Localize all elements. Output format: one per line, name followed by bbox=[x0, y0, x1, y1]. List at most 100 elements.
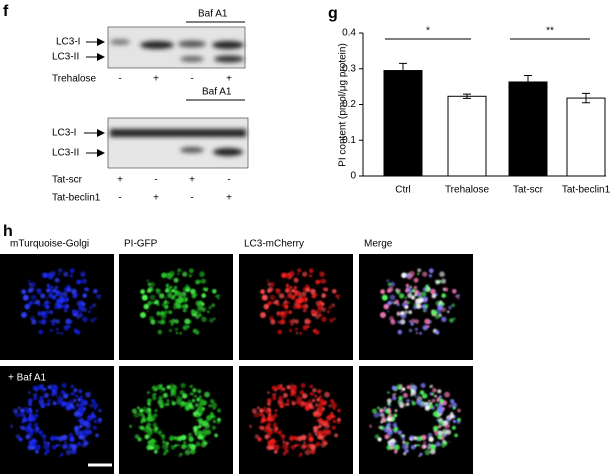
fluorescence-dot bbox=[308, 432, 311, 435]
fluorescence-dot bbox=[274, 430, 277, 434]
fluorescence-dot bbox=[286, 399, 290, 403]
treatment-label: Baf A1 bbox=[198, 9, 228, 20]
fluorescence-dot bbox=[134, 434, 140, 439]
blot bbox=[107, 117, 249, 169]
fluorescence-dot bbox=[152, 396, 157, 401]
fluorescence-dot bbox=[297, 273, 300, 276]
fluorescence-dot bbox=[276, 290, 280, 295]
fluorescence-dot bbox=[156, 290, 161, 295]
fluorescence-dot bbox=[312, 425, 319, 432]
fluorescence-dot bbox=[419, 401, 425, 408]
fluorescence-dot bbox=[315, 433, 318, 436]
fluorescence-dot bbox=[195, 314, 200, 319]
fluorescence-dot bbox=[308, 399, 311, 402]
fluorescence-dot bbox=[327, 415, 330, 418]
fluorescence-dot bbox=[52, 400, 55, 402]
fluorescence-dot bbox=[278, 402, 285, 408]
fluorescence-dot bbox=[444, 287, 449, 292]
fluorescence-dot bbox=[210, 399, 215, 404]
fluorescence-dot bbox=[318, 425, 322, 429]
row-label: Tat-beclin1 bbox=[52, 193, 101, 204]
fluorescence-dot bbox=[448, 404, 452, 408]
fluorescence-dot bbox=[76, 433, 79, 436]
fluorescence-dot bbox=[398, 399, 402, 403]
fluorescence-dot bbox=[185, 284, 189, 289]
fluorescence-dot bbox=[387, 391, 390, 394]
fluorescence-dot bbox=[305, 284, 309, 289]
fluorescence-dot bbox=[148, 413, 151, 416]
panel-label: g bbox=[328, 5, 338, 22]
fluorescence-dot bbox=[89, 404, 93, 408]
fluorescence-dot bbox=[279, 434, 283, 438]
fluorescence-dot bbox=[59, 302, 61, 305]
fluorescence-dot bbox=[422, 444, 427, 449]
fluorescence-dot bbox=[190, 448, 196, 455]
fluorescence-dot bbox=[67, 325, 71, 328]
fluorescence-dot bbox=[69, 399, 72, 402]
fluorescence-dot bbox=[260, 408, 263, 411]
fluorescence-dot bbox=[40, 293, 46, 299]
fluorescence-dot bbox=[93, 289, 98, 294]
fluorescence-dot bbox=[457, 297, 460, 300]
fluorescence-dot bbox=[30, 429, 34, 433]
fluorescence-dot bbox=[419, 297, 424, 303]
fluorescence-dot bbox=[164, 297, 167, 299]
fluorescence-dot bbox=[315, 330, 320, 335]
fluorescence-dot bbox=[274, 421, 277, 424]
fluorescence-dot bbox=[48, 292, 54, 299]
fluorescence-dot bbox=[274, 426, 279, 431]
fluorescence-dot bbox=[386, 422, 391, 428]
fluorescence-dot bbox=[435, 314, 440, 319]
fluorescence-dot bbox=[431, 398, 436, 403]
fluorescence-dot bbox=[332, 419, 337, 424]
fluorescence-dot bbox=[394, 450, 398, 454]
fluorescence-dot bbox=[276, 312, 281, 317]
fluorescence-dot bbox=[263, 409, 266, 412]
fluorescence-dot bbox=[266, 422, 271, 428]
fluorescence-dot bbox=[47, 399, 51, 403]
fluorescence-dot bbox=[411, 401, 416, 406]
fluorescence-dot bbox=[153, 424, 157, 428]
fluorescence-dot bbox=[39, 402, 46, 408]
fluorescence-dot bbox=[35, 299, 40, 305]
fluorescence-dot bbox=[159, 293, 165, 299]
fluorescence-dot bbox=[173, 277, 179, 283]
fluorescence-dot bbox=[273, 444, 280, 451]
fluorescence-dot bbox=[260, 312, 266, 318]
fluorescence-dot bbox=[152, 393, 156, 397]
fluorescence-dot bbox=[58, 444, 61, 447]
fluorescence-dot bbox=[428, 274, 432, 278]
fluorescence-dot bbox=[166, 274, 170, 278]
fluorescence-dot bbox=[301, 304, 306, 309]
fluorescence-dot bbox=[413, 277, 419, 283]
fluorescence-dot bbox=[279, 293, 285, 299]
fluorescence-dot bbox=[291, 401, 296, 406]
fluorescence-dot bbox=[284, 448, 289, 453]
fluorescence-dot bbox=[405, 283, 409, 287]
fluorescence-dot bbox=[317, 389, 322, 394]
fluorescence-dot bbox=[195, 330, 200, 335]
fluorescence-dot bbox=[401, 272, 407, 279]
fluorescence-dot bbox=[33, 396, 38, 401]
fluorescence-dot bbox=[292, 385, 298, 391]
fluorescence-dot bbox=[212, 289, 217, 294]
fluorescence-dot bbox=[266, 279, 270, 283]
fluorescence-dot bbox=[178, 455, 181, 457]
fluorescence-dot bbox=[56, 444, 59, 447]
fluorescence-dot bbox=[394, 299, 400, 305]
fluorescence-dot bbox=[295, 332, 298, 334]
fluorescence-dot bbox=[158, 399, 162, 403]
fluorescence-dot bbox=[183, 441, 187, 445]
fluorescence-dot bbox=[30, 436, 33, 438]
fluorescence-dot bbox=[321, 278, 326, 284]
fluorescence-dot bbox=[324, 391, 330, 398]
fluorescence-dot bbox=[421, 291, 427, 297]
fluorescence-dot bbox=[63, 444, 68, 449]
fluorescence-dot bbox=[187, 446, 191, 450]
fluorescence-dot bbox=[269, 294, 276, 301]
fluorescence-dot bbox=[174, 290, 178, 294]
fluorescence-dot bbox=[66, 284, 70, 289]
fluorescence-dot bbox=[19, 413, 23, 417]
fluorescence-dot bbox=[392, 393, 396, 397]
fluorescence-dot bbox=[449, 318, 454, 323]
